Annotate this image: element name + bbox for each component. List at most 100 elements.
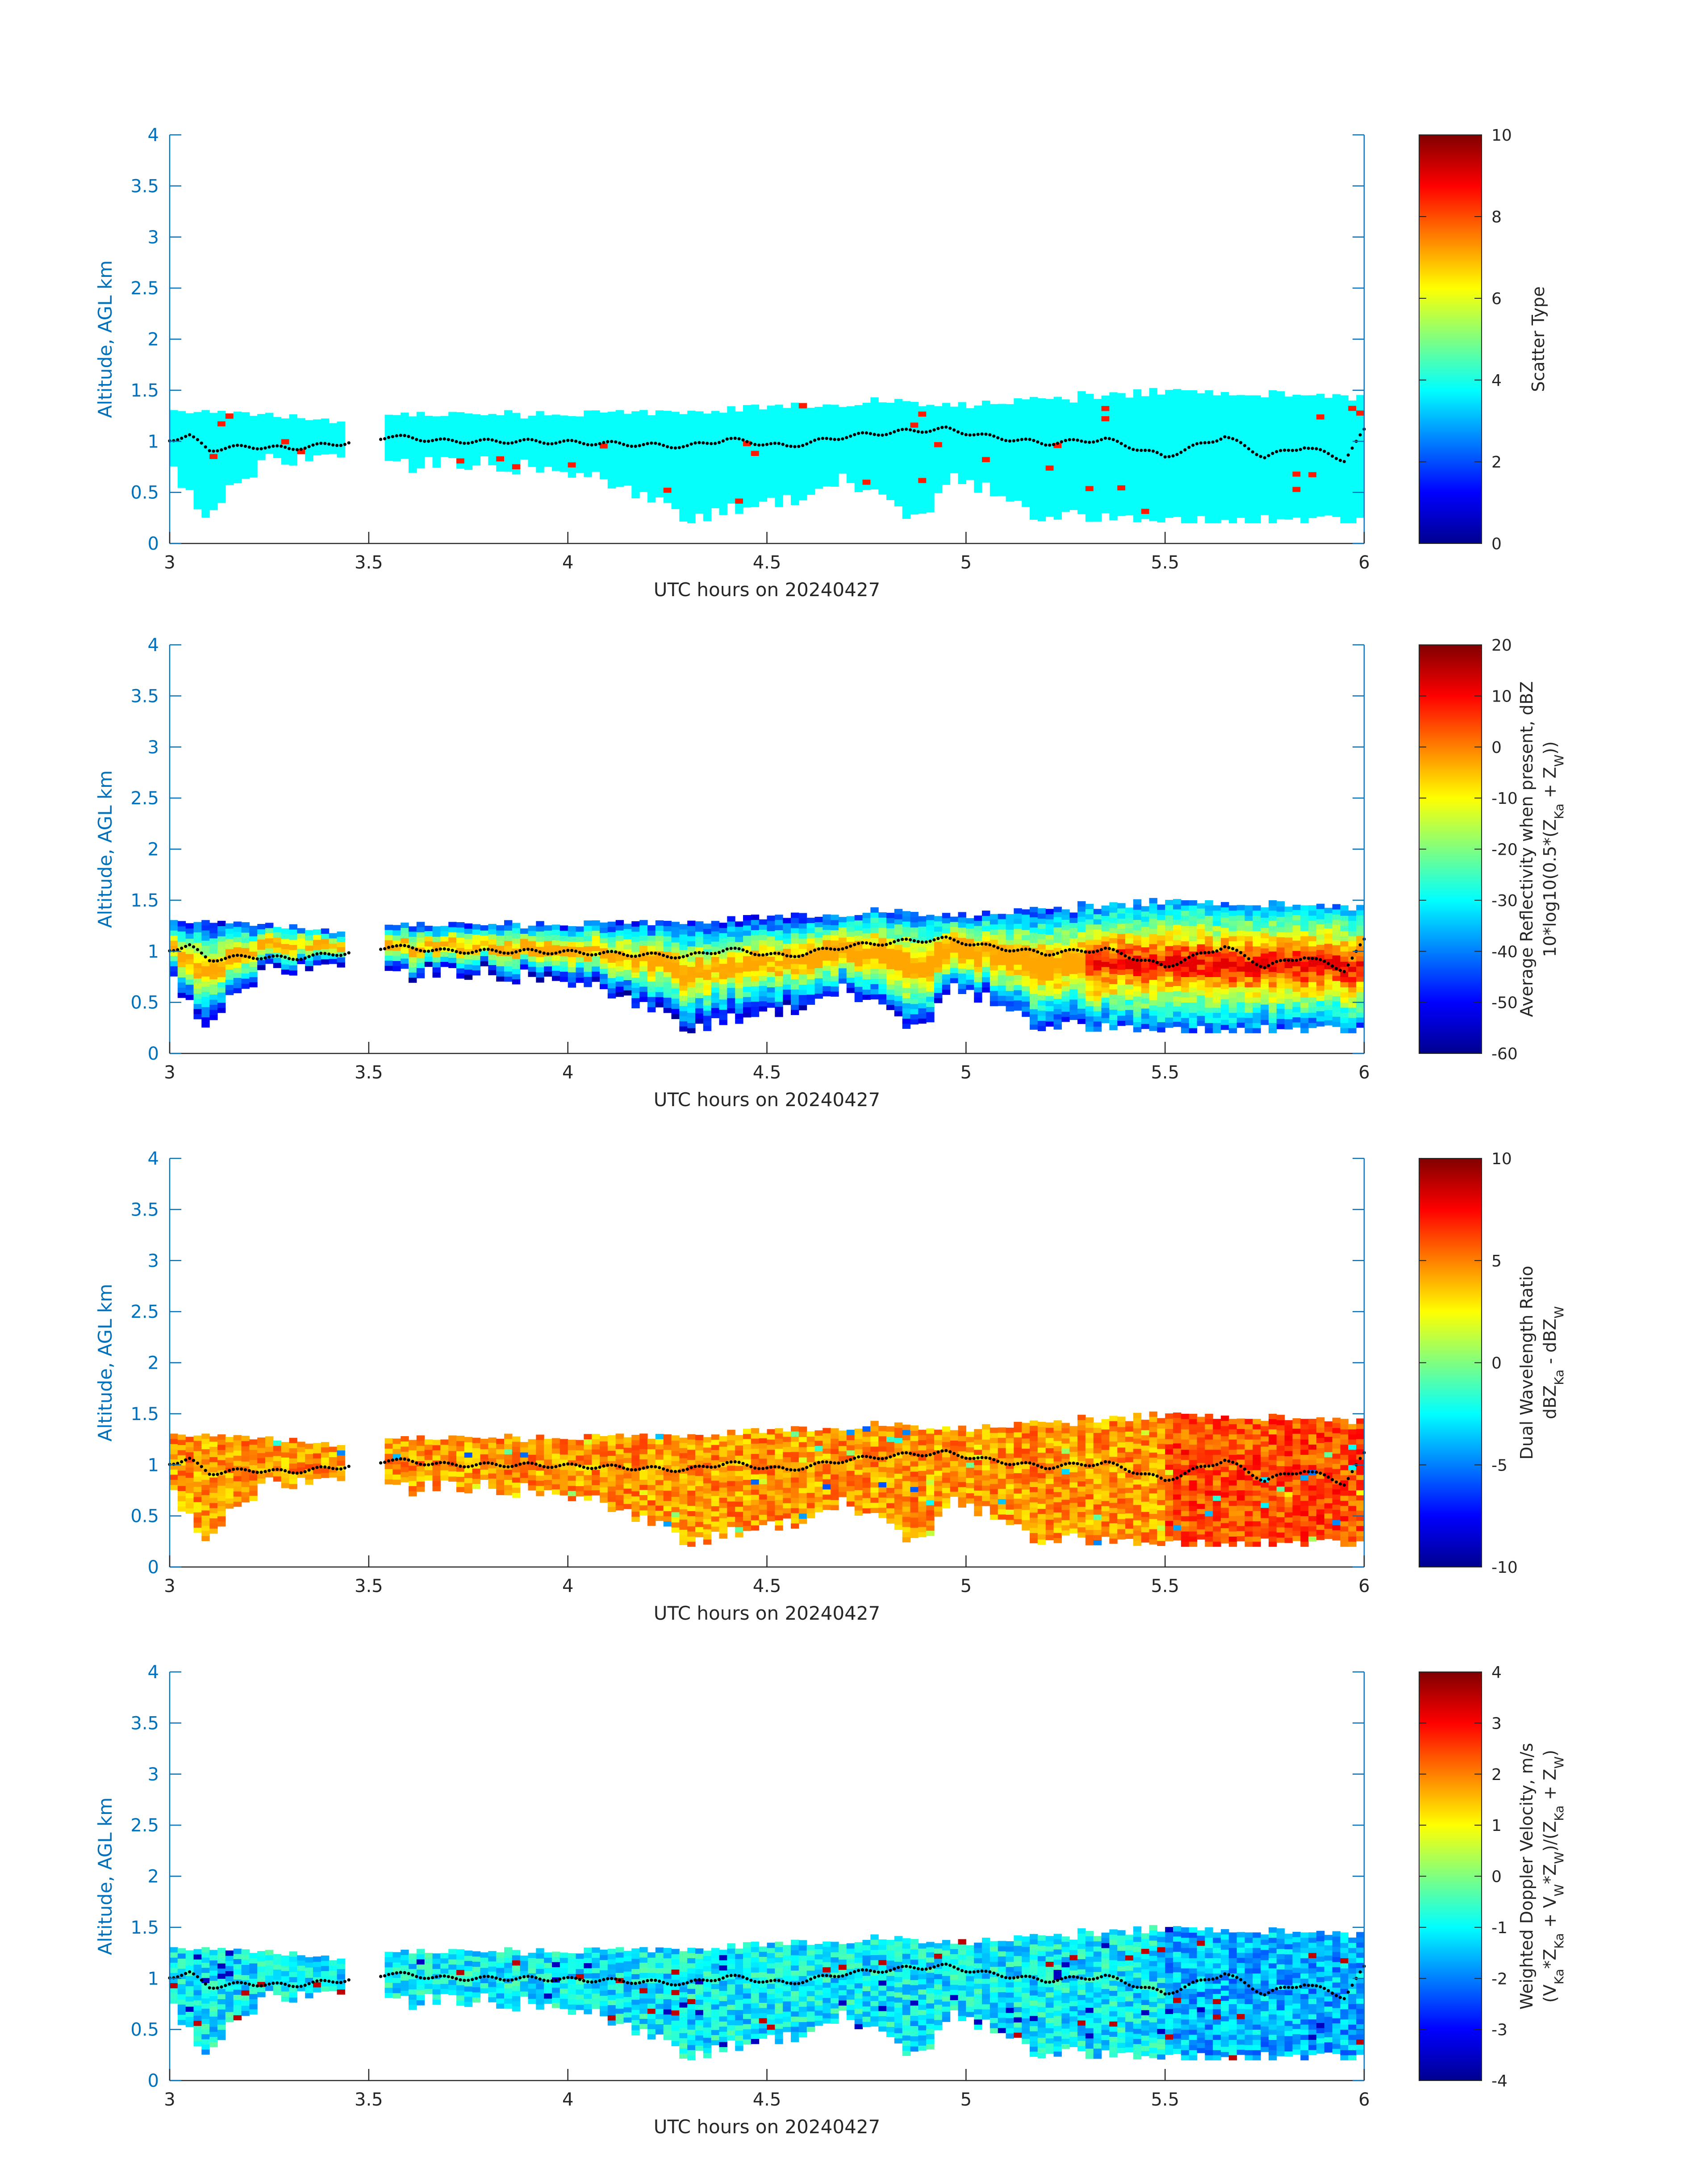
heatmap-cell (1205, 492, 1213, 498)
heatmap-cell (241, 427, 250, 433)
heatmap-cell (846, 442, 855, 447)
heatmap-cell (1181, 920, 1190, 926)
heatmap-cell (623, 414, 632, 419)
heatmap-cell (1093, 475, 1102, 481)
heatmap-cell (1213, 441, 1221, 447)
heatmap-cell (623, 990, 632, 996)
heatmap-cell (337, 422, 345, 427)
heatmap-cell (1109, 933, 1118, 938)
heatmap-cell (337, 431, 345, 437)
heatmap-cell (894, 475, 903, 481)
heatmap-cell (1340, 477, 1349, 483)
heatmap-cell (719, 943, 727, 949)
heatmap-cell (1053, 504, 1062, 510)
heatmap-cell (751, 970, 760, 976)
heatmap-cell (1069, 423, 1078, 429)
heatmap-cell (544, 971, 552, 977)
heatmap-cell (233, 426, 242, 432)
heatmap-cell (584, 461, 592, 467)
heatmap-cell (798, 439, 807, 444)
heatmap-cell (201, 466, 210, 472)
heatmap-cell (393, 930, 401, 936)
heatmap-cell (249, 982, 258, 987)
heatmap-cell (432, 962, 441, 968)
heatmap-cell (1244, 487, 1253, 493)
heatmap-cell (273, 962, 282, 968)
heatmap-cell (703, 1010, 712, 1016)
heatmap-cell (695, 416, 704, 422)
heatmap-cell (337, 426, 345, 432)
heatmap-cell (1069, 974, 1078, 979)
heatmap-cell (743, 940, 752, 946)
heatmap-cell (806, 428, 815, 434)
heatmap-cell (687, 482, 696, 488)
heatmap-cell (584, 415, 592, 421)
heatmap-cell (687, 416, 696, 422)
heatmap-cell (409, 941, 417, 947)
heatmap-cell (1149, 480, 1157, 485)
heatmap-cell (1205, 431, 1213, 437)
heatmap-cell (727, 931, 735, 937)
heatmap-cell (791, 479, 799, 485)
heatmap-cell (990, 985, 998, 991)
heatmap-cell (751, 961, 760, 966)
heatmap-cell (1173, 991, 1182, 996)
heatmap-cell (711, 946, 720, 952)
heatmap-cell (1332, 496, 1341, 502)
heatmap-cell (958, 468, 966, 474)
heatmap-cell (854, 405, 863, 411)
heatmap-cell (663, 1003, 672, 1008)
heatmap-cell (201, 930, 210, 936)
heatmap-cell (1228, 416, 1237, 422)
heatmap-cell (432, 931, 441, 937)
heatmap-cell (974, 915, 982, 921)
heatmap-cell (409, 957, 417, 962)
heatmap-cell (448, 422, 457, 428)
heatmap-cell (703, 515, 712, 521)
heatmap-cell (1165, 1007, 1173, 1013)
heatmap-cell (193, 499, 202, 504)
heatmap-cell (870, 907, 879, 913)
heatmap-cell (329, 423, 338, 429)
heatmap-cell (401, 443, 409, 449)
heatmap-cell (560, 430, 568, 436)
heatmap-cell (1213, 477, 1221, 483)
cloud-base-dot (924, 430, 928, 434)
heatmap-cell (1069, 984, 1078, 990)
heatmap-cell (743, 915, 752, 921)
heatmap-cell (870, 953, 879, 959)
heatmap-cell (209, 928, 218, 933)
heatmap-cell (942, 449, 951, 455)
heatmap-cell (177, 982, 186, 988)
heatmap-cell (1228, 395, 1237, 401)
heatmap-cell (1173, 511, 1182, 517)
cloud-base-dot (459, 441, 462, 445)
heatmap-cell (990, 980, 998, 986)
heatmap-cell (910, 422, 919, 428)
heatmap-cell (998, 914, 1006, 919)
heatmap-cell (504, 425, 513, 431)
heatmap-cell (1189, 492, 1198, 498)
heatmap-cell (839, 407, 847, 413)
heatmap-cell (1037, 408, 1046, 414)
heatmap-cell (1324, 413, 1333, 419)
heatmap-cell (528, 415, 536, 421)
cloud-base-dot (1036, 440, 1040, 444)
heatmap-cell (1157, 440, 1165, 446)
heatmap-cell (544, 430, 552, 436)
cloud-base-dot (578, 441, 581, 444)
heatmap-cell (1324, 464, 1333, 470)
heatmap-cell (958, 402, 966, 408)
heatmap-cell (193, 443, 202, 448)
heatmap-cell (1077, 457, 1086, 463)
heatmap-cell (1101, 497, 1110, 503)
heatmap-cell (209, 423, 218, 429)
heatmap-cell (1356, 512, 1365, 518)
heatmap-cell (1109, 484, 1118, 490)
heatmap-cell (743, 961, 752, 966)
heatmap-cell (1141, 982, 1150, 988)
heatmap-cell (1189, 497, 1198, 503)
heatmap-cell (1213, 956, 1221, 962)
heatmap-cell (1069, 464, 1078, 469)
